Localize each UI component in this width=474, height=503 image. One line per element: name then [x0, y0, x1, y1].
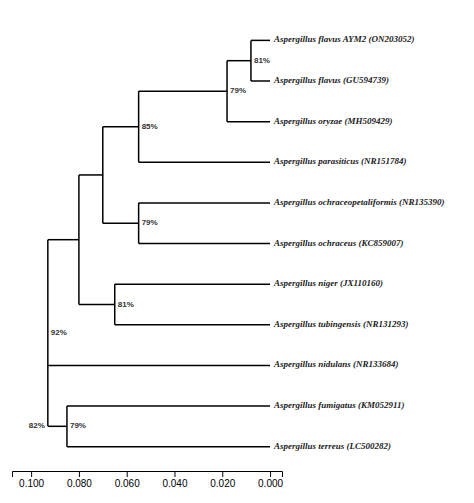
- labels: Aspergillus flavus AYM2 (ON203052) Asperg…: [29, 34, 445, 450]
- node-connector: [226, 61, 228, 122]
- branch: [251, 40, 270, 42]
- bootstrap-label: 85%: [142, 122, 158, 131]
- bootstrap-label: 82%: [29, 421, 45, 430]
- x-tick-label: 0.000: [258, 478, 283, 489]
- bootstrap-label: 79%: [142, 218, 158, 227]
- branch: [67, 405, 270, 407]
- branch: [227, 60, 251, 62]
- bootstrap-label: 79%: [230, 86, 246, 95]
- branch: [139, 90, 227, 92]
- taxon-label: Aspergillus niger (JX110160): [273, 278, 383, 288]
- branch: [139, 243, 270, 245]
- branch: [139, 202, 270, 204]
- x-tick: 0.000: [258, 471, 283, 489]
- x-tick-mark: [31, 471, 32, 477]
- x-tick-label: 0.040: [162, 478, 187, 489]
- taxon-label: Aspergillus terreus (LC500282): [273, 441, 391, 451]
- branch: [79, 174, 103, 176]
- bootstrap-label: 92%: [51, 328, 67, 337]
- node-connector: [47, 240, 49, 427]
- x-tick: 0.040: [162, 471, 187, 489]
- taxon-label: Aspergillus ochraceus (KC859007): [273, 238, 404, 248]
- branch: [115, 283, 270, 285]
- node-connector: [250, 40, 252, 81]
- node-connector: [138, 203, 140, 244]
- branch: [103, 126, 139, 128]
- branch: [227, 121, 270, 123]
- x-tick-label: 0.060: [115, 478, 140, 489]
- x-tick-label: 0.100: [19, 478, 44, 489]
- branch: [139, 162, 270, 164]
- branch: [48, 365, 270, 367]
- x-tick: 0.080: [67, 471, 92, 489]
- taxon-label: Aspergillus parasiticus (NR151784): [273, 156, 407, 166]
- branch: [251, 80, 270, 82]
- node-connector: [114, 284, 116, 325]
- bootstrap-label: 81%: [254, 56, 270, 65]
- bootstrap-label: 81%: [118, 300, 134, 309]
- branch: [115, 324, 270, 326]
- node-connector: [66, 406, 68, 447]
- node-connector: [102, 127, 104, 223]
- taxon-label: Aspergillus tubingensis (NR131293): [273, 319, 409, 329]
- x-tick-mark: [270, 471, 271, 477]
- bootstrap-label: 79%: [70, 421, 86, 430]
- x-tick-label: 0.020: [210, 478, 235, 489]
- x-tick-mark: [79, 471, 80, 477]
- x-tick-mark: [127, 471, 128, 477]
- branches: [48, 40, 270, 446]
- x-tick: 0.060: [115, 471, 140, 489]
- branch: [48, 426, 67, 428]
- chart: Aspergillus flavus AYM2 (ON203052) Asperg…: [0, 0, 474, 503]
- taxon-label: Aspergillus fumigatus (KM052911): [273, 400, 405, 410]
- node-connector: [78, 175, 80, 304]
- x-tick-mark: [222, 471, 223, 477]
- taxon-label: Aspergillus nidulans (NR133684): [273, 359, 399, 369]
- plot: Aspergillus flavus AYM2 (ON203052) Asperg…: [13, 34, 445, 489]
- branch: [103, 222, 139, 224]
- taxon-label: Aspergillus flavus (GU594739): [273, 75, 389, 85]
- taxon-label: Aspergillus ochraceopetaliformis (NR1353…: [273, 197, 445, 207]
- branch: [79, 304, 115, 306]
- node-connector: [138, 91, 140, 162]
- x-tick-mark: [174, 471, 175, 477]
- x-axis-line: [13, 472, 283, 478]
- x-tick: 0.020: [210, 471, 235, 489]
- x-axis: 0.000 0.020 0.040 0.060 0.080 0.100: [13, 471, 284, 489]
- x-tick-label: 0.080: [67, 478, 92, 489]
- branch: [48, 239, 79, 241]
- x-tick: 0.100: [19, 471, 44, 489]
- taxon-label: Aspergillus flavus AYM2 (ON203052): [273, 34, 414, 44]
- branch: [67, 446, 270, 448]
- taxon-label: Aspergillus oryzae (MH509429): [273, 116, 393, 126]
